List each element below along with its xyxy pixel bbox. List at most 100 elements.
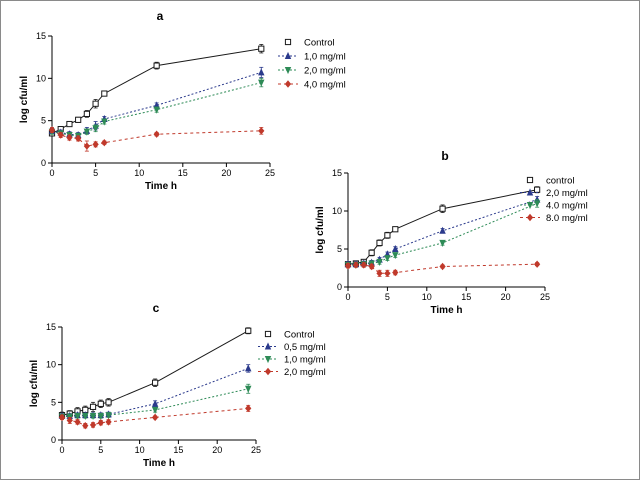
legend-label: 8.0 mg/ml bbox=[546, 213, 588, 224]
legend-marker bbox=[264, 355, 272, 364]
data-point bbox=[384, 255, 391, 263]
data-point bbox=[153, 106, 160, 114]
data-point bbox=[105, 399, 112, 406]
x-tick-label: 25 bbox=[251, 445, 261, 455]
y-tick-label: 15 bbox=[332, 168, 342, 178]
legend-marker bbox=[284, 38, 292, 46]
data-point bbox=[258, 79, 265, 87]
data-point bbox=[439, 239, 446, 247]
x-tick-label: 15 bbox=[173, 445, 183, 455]
data-point bbox=[83, 128, 91, 136]
data-point bbox=[153, 62, 160, 69]
series-2 bbox=[58, 383, 252, 421]
data-point bbox=[245, 404, 252, 413]
x-tick-label: 25 bbox=[540, 292, 550, 302]
data-point bbox=[92, 125, 99, 133]
data-point bbox=[82, 412, 89, 420]
data-point bbox=[58, 413, 66, 422]
data-point bbox=[75, 134, 82, 143]
data-point bbox=[533, 200, 541, 208]
y-axis-title: log cfu/ml bbox=[19, 76, 30, 123]
legend-label: 1,0 mg/ml bbox=[304, 52, 346, 63]
legend-marker bbox=[284, 80, 292, 88]
data-point bbox=[376, 258, 383, 266]
data-point bbox=[533, 260, 541, 268]
series-3 bbox=[344, 260, 541, 278]
data-point bbox=[105, 418, 112, 426]
data-point bbox=[57, 131, 64, 139]
legend-item: Control bbox=[264, 330, 315, 341]
series-line bbox=[348, 202, 538, 266]
data-point bbox=[534, 186, 541, 193]
data-point bbox=[75, 116, 82, 123]
legend-marker bbox=[526, 188, 534, 196]
data-point bbox=[384, 269, 391, 278]
data-point bbox=[74, 412, 81, 420]
y-tick-label: 5 bbox=[337, 244, 342, 254]
data-point bbox=[101, 118, 108, 126]
data-point bbox=[245, 385, 252, 393]
data-point bbox=[352, 261, 360, 269]
x-tick-label: 5 bbox=[93, 168, 98, 178]
legend-label: 4.0 mg/ml bbox=[546, 201, 588, 212]
series-2 bbox=[48, 77, 265, 140]
data-point bbox=[152, 379, 159, 386]
data-point bbox=[258, 68, 265, 76]
data-point bbox=[344, 261, 352, 270]
data-point bbox=[92, 140, 99, 149]
x-axis-title: Time h bbox=[145, 181, 177, 192]
data-point bbox=[439, 226, 446, 234]
data-point bbox=[368, 249, 375, 256]
legend-item: 0,5 mg/ml bbox=[258, 342, 326, 353]
x-tick-label: 10 bbox=[135, 445, 145, 455]
legend-marker bbox=[284, 67, 292, 75]
legend-marker bbox=[526, 213, 534, 222]
y-tick-label: 15 bbox=[46, 322, 56, 332]
data-point bbox=[97, 418, 104, 427]
data-point bbox=[74, 418, 81, 426]
legend-marker bbox=[264, 342, 272, 350]
legend-item: Control bbox=[284, 38, 335, 49]
y-axis-title: log cfu/ml bbox=[29, 360, 40, 407]
data-point bbox=[153, 130, 160, 138]
data-point bbox=[83, 142, 91, 150]
legend-label: 2,0 mg/ml bbox=[284, 367, 326, 378]
data-point bbox=[151, 413, 159, 422]
legend-label: 1,0 mg/ml bbox=[284, 355, 326, 366]
data-point bbox=[89, 403, 97, 410]
panel-letter: b bbox=[441, 149, 448, 163]
data-point bbox=[392, 268, 399, 277]
legend-marker bbox=[526, 176, 534, 184]
legend: Control 1,0 mg/ml 2,0 mg/ml 4,0 mg/ml bbox=[278, 38, 346, 91]
legend-item: 4,0 mg/ml bbox=[278, 80, 346, 91]
data-point bbox=[392, 244, 399, 253]
data-point bbox=[258, 127, 265, 135]
legend-label: 4,0 mg/ml bbox=[304, 80, 346, 91]
data-point bbox=[376, 239, 383, 247]
series-0 bbox=[48, 44, 265, 137]
legend-marker bbox=[264, 330, 272, 338]
data-point bbox=[97, 412, 105, 420]
y-tick-label: 10 bbox=[36, 73, 46, 83]
data-point bbox=[151, 406, 159, 414]
y-tick-label: 5 bbox=[51, 397, 56, 407]
data-point bbox=[392, 226, 399, 233]
data-point bbox=[151, 399, 159, 407]
x-tick-label: 5 bbox=[385, 292, 390, 302]
data-point bbox=[48, 126, 56, 134]
x-tick-label: 5 bbox=[98, 445, 103, 455]
legend-label: 2,0 mg/ml bbox=[546, 188, 588, 199]
data-point bbox=[105, 412, 112, 420]
series-1 bbox=[48, 66, 265, 139]
x-tick-label: 0 bbox=[59, 445, 64, 455]
x-tick-label: 10 bbox=[422, 292, 432, 302]
x-axis-title: Time h bbox=[430, 305, 462, 316]
data-point bbox=[101, 90, 108, 97]
legend-item: 8.0 mg/ml bbox=[520, 213, 588, 224]
x-tick-label: 15 bbox=[178, 168, 188, 178]
x-tick-label: 25 bbox=[265, 168, 275, 178]
data-point bbox=[66, 133, 73, 142]
data-point bbox=[360, 261, 367, 269]
